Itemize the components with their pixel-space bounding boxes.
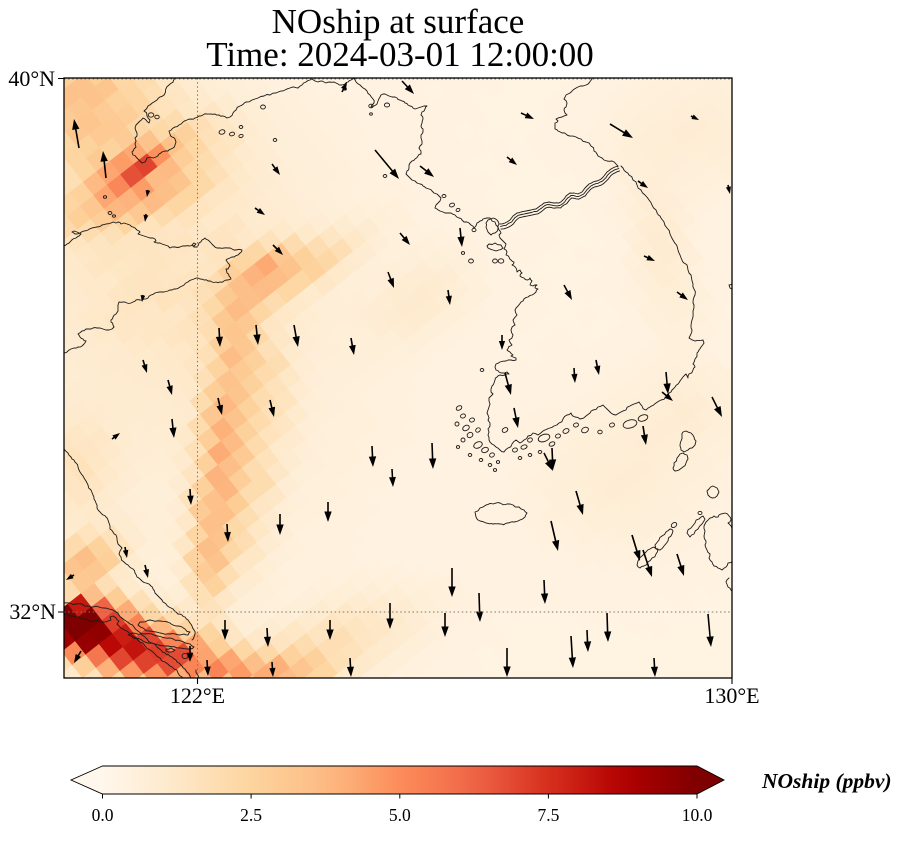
- svg-text:2.5: 2.5: [240, 805, 262, 825]
- svg-text:NOship at surface: NOship at surface: [272, 2, 525, 41]
- svg-text:40°N: 40°N: [8, 66, 55, 91]
- svg-text:130°E: 130°E: [704, 683, 759, 708]
- svg-text:NOship (ppbv): NOship (ppbv): [761, 769, 892, 793]
- svg-text:Time: 2024-03-01 12:00:00: Time: 2024-03-01 12:00:00: [206, 35, 594, 74]
- svg-text:0.0: 0.0: [92, 805, 114, 825]
- svg-text:7.5: 7.5: [537, 805, 559, 825]
- svg-text:5.0: 5.0: [389, 805, 411, 825]
- svg-text:32°N: 32°N: [9, 599, 56, 624]
- svg-text:122°E: 122°E: [170, 683, 225, 708]
- svg-text:10.0: 10.0: [682, 805, 713, 825]
